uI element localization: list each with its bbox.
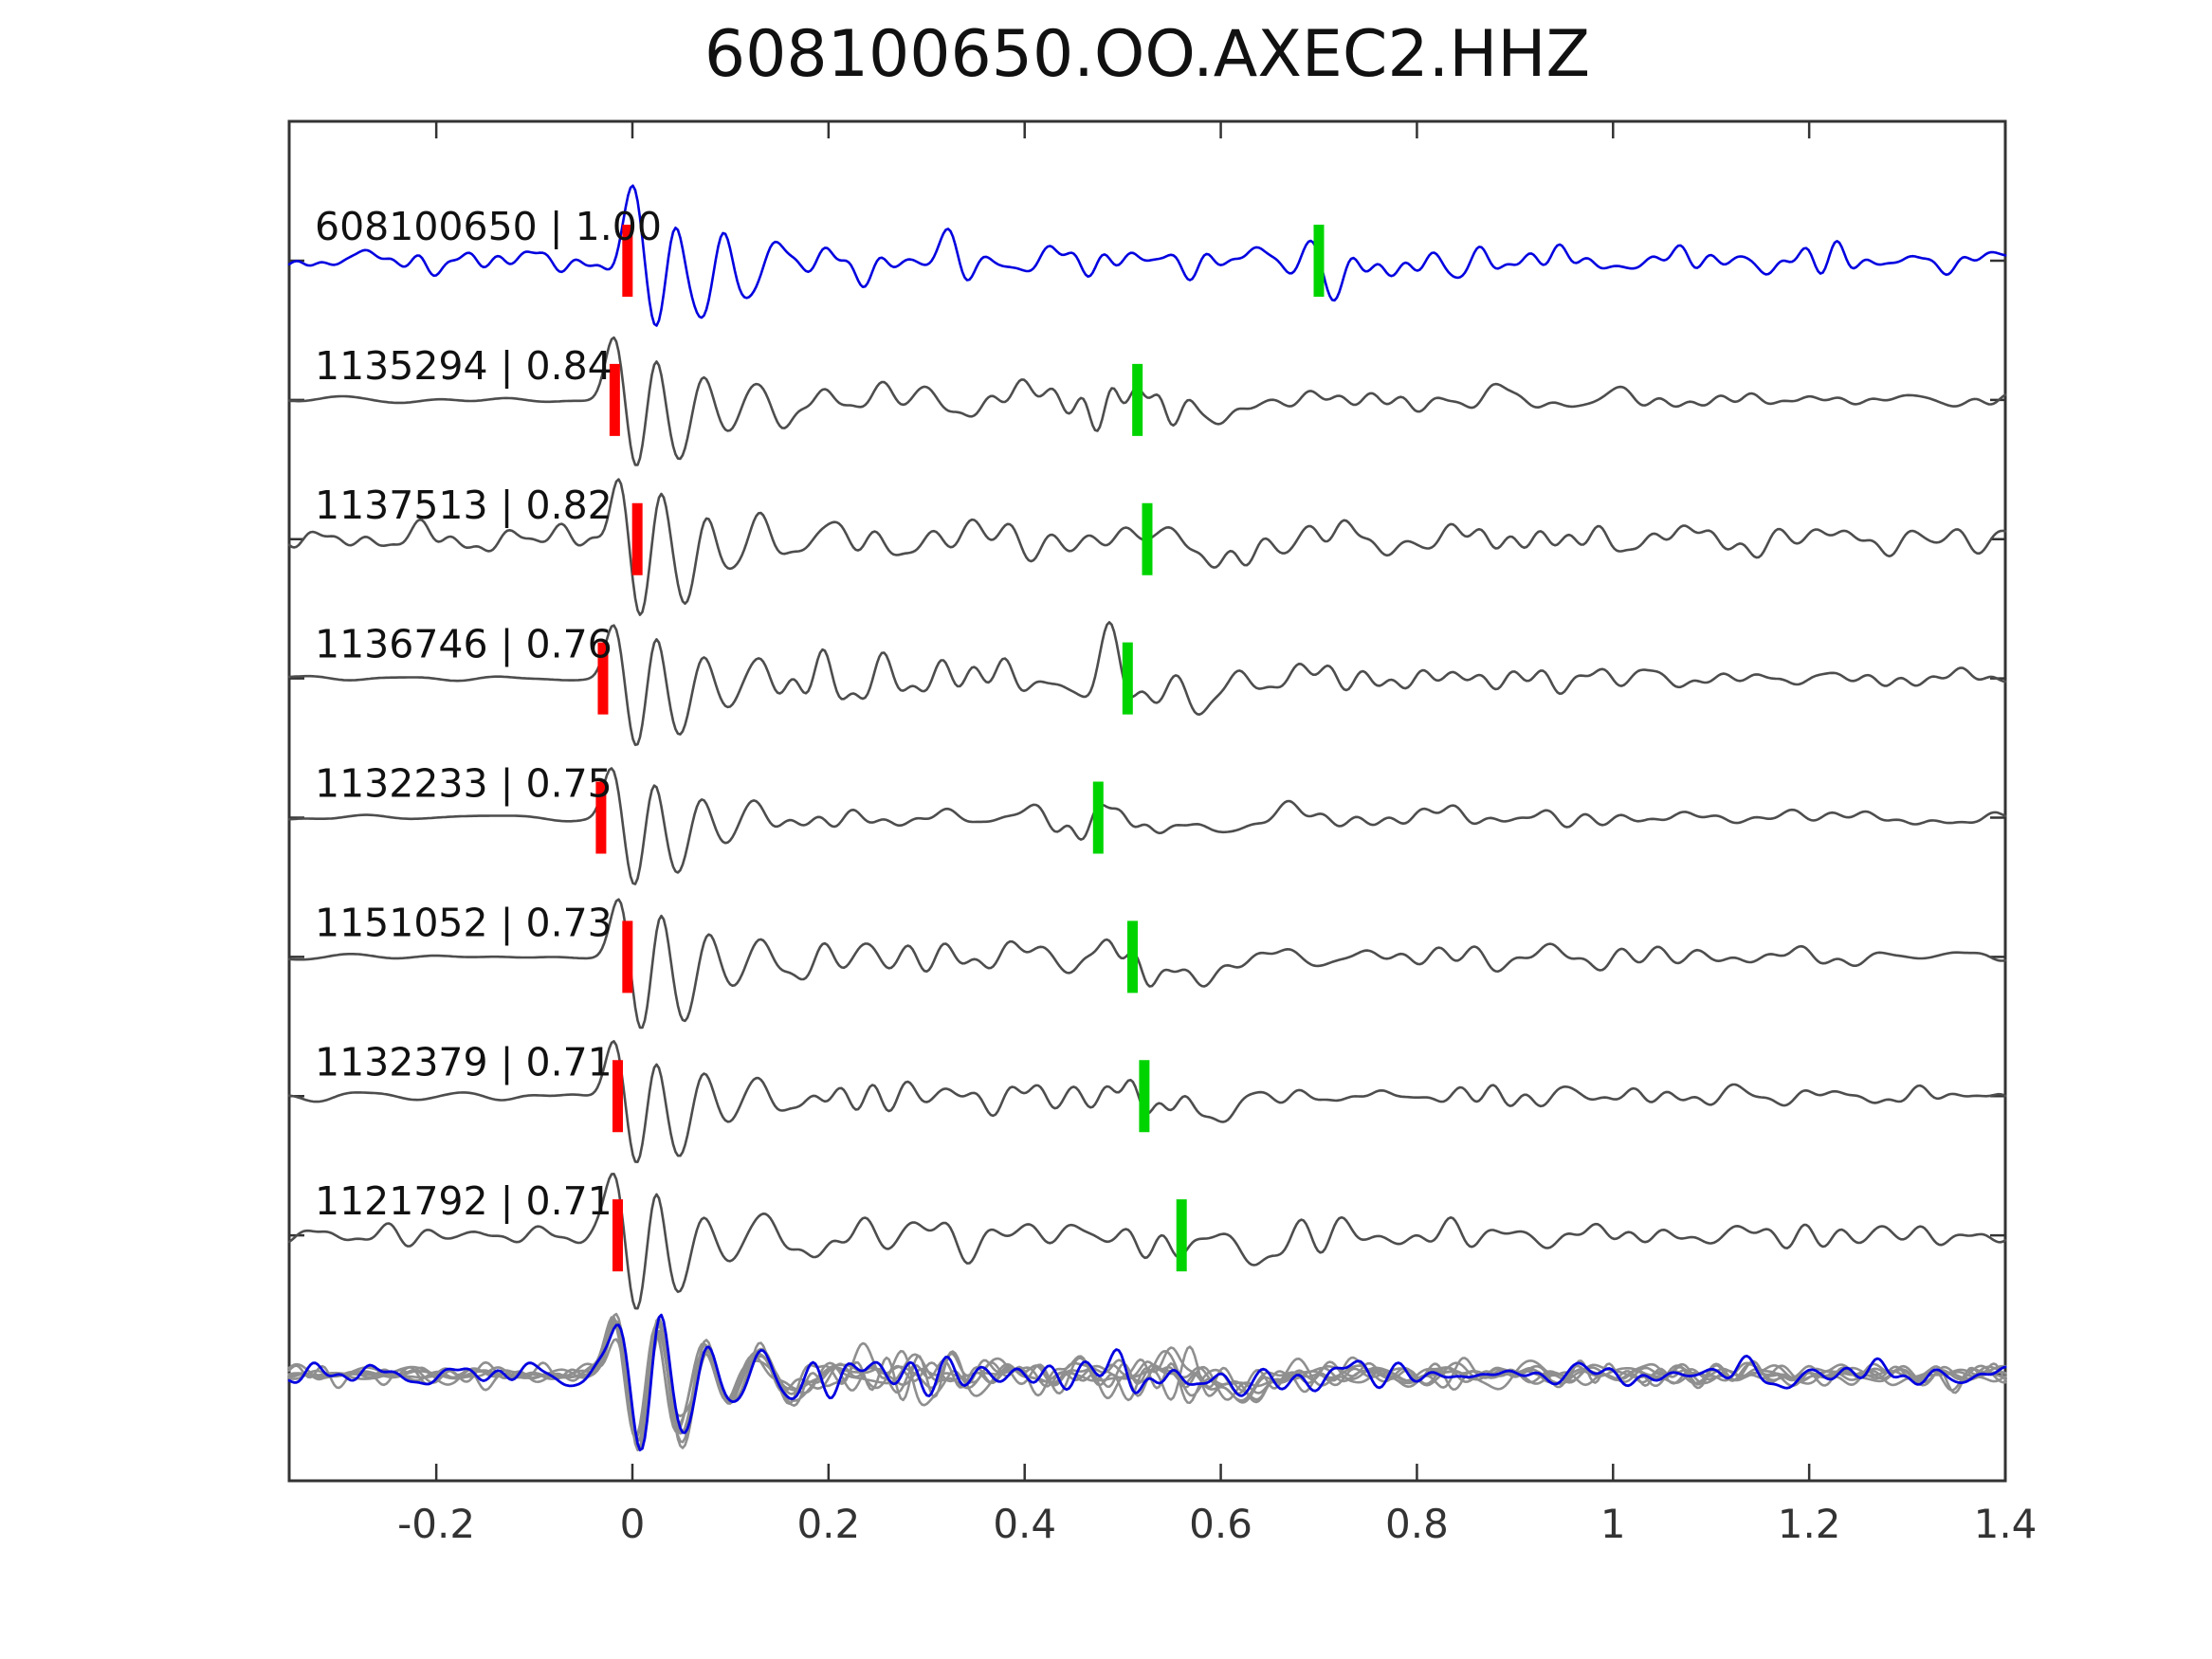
trace-row-1132379: 1132379 | 0.71 [287,1039,2007,1163]
red-pick-marker [597,642,609,715]
chart-title: 608100650.OO.AXEC2.HHZ [704,17,1591,92]
x-tick-label: 0.6 [1189,1501,1252,1547]
x-ticks-top [434,121,2007,138]
overlay-row [287,1312,2007,1451]
trace-waveform [287,621,2007,747]
red-pick-marker [609,363,620,436]
trace-label: 1137513 | 0.82 [315,483,612,528]
red-pick-marker [595,781,607,854]
trace-waveform [287,336,2007,466]
trace-row-1135294: 1135294 | 0.84 [287,336,2007,466]
red-pick-marker [622,921,633,994]
green-pick-marker [1139,1060,1150,1133]
trace-label: 1135294 | 0.84 [315,343,612,389]
trace-label: 1136746 | 0.76 [315,622,612,667]
y-ticks-right [1990,259,2005,1376]
red-pick-marker [612,1199,623,1272]
x-ticks-bottom [434,1464,2007,1481]
x-tick-label: -0.2 [397,1501,475,1547]
trace-label: 1132379 | 0.71 [315,1039,612,1085]
overlay-reference-waveform [287,1313,2007,1451]
overlay-waveform [287,1322,2007,1451]
trace-row-1121792: 1121792 | 0.71 [287,1173,2007,1310]
green-pick-marker [1126,921,1138,994]
red-pick-marker [631,502,643,575]
green-pick-marker [1176,1199,1187,1272]
overlay-waveform [287,1316,2007,1440]
trace-row-1136746: 1136746 | 0.76 [287,621,2007,747]
trace-waveform [287,1173,2007,1310]
x-tick-label: 1.4 [1974,1501,2038,1547]
trace-row-1132233: 1132233 | 0.75 [287,761,2007,885]
trace-label: 1151052 | 0.73 [315,900,612,945]
trace-row-608100650: 608100650 | 1.00 [287,184,2007,327]
x-tick-label: 0.4 [993,1501,1056,1547]
red-pick-marker [622,225,633,297]
trace-waveform [287,184,2007,327]
trace-waveform [287,767,2007,885]
trace-label: 608100650 | 1.00 [315,204,662,249]
overlay-waveform [287,1316,2007,1449]
green-pick-marker [1313,225,1325,297]
trace-row-1151052: 1151052 | 0.73 [287,898,2007,1030]
trace-label: 1121792 | 0.71 [315,1178,612,1224]
red-pick-marker [612,1060,623,1133]
trace-row-1137513: 1137513 | 0.82 [287,478,2007,616]
green-pick-marker [1132,363,1143,436]
x-tick-label: 0.8 [1385,1501,1449,1547]
x-tick-label: 0 [620,1501,646,1547]
x-tick-label: 1.2 [1778,1501,1841,1547]
plot-border [287,119,2007,1483]
x-tick-labels: -0.2 0 0.2 0.4 0.6 0.8 1 1.2 1.4 [397,1501,2037,1547]
green-pick-marker [1122,642,1133,715]
x-tick-label: 0.2 [796,1501,860,1547]
trace-label: 1132233 | 0.75 [315,761,612,807]
green-pick-marker [1142,502,1153,575]
x-tick-label: 1 [1600,1501,1626,1547]
axes [287,119,2007,1483]
trace-waveform [287,898,2007,1030]
green-pick-marker [1092,781,1104,854]
